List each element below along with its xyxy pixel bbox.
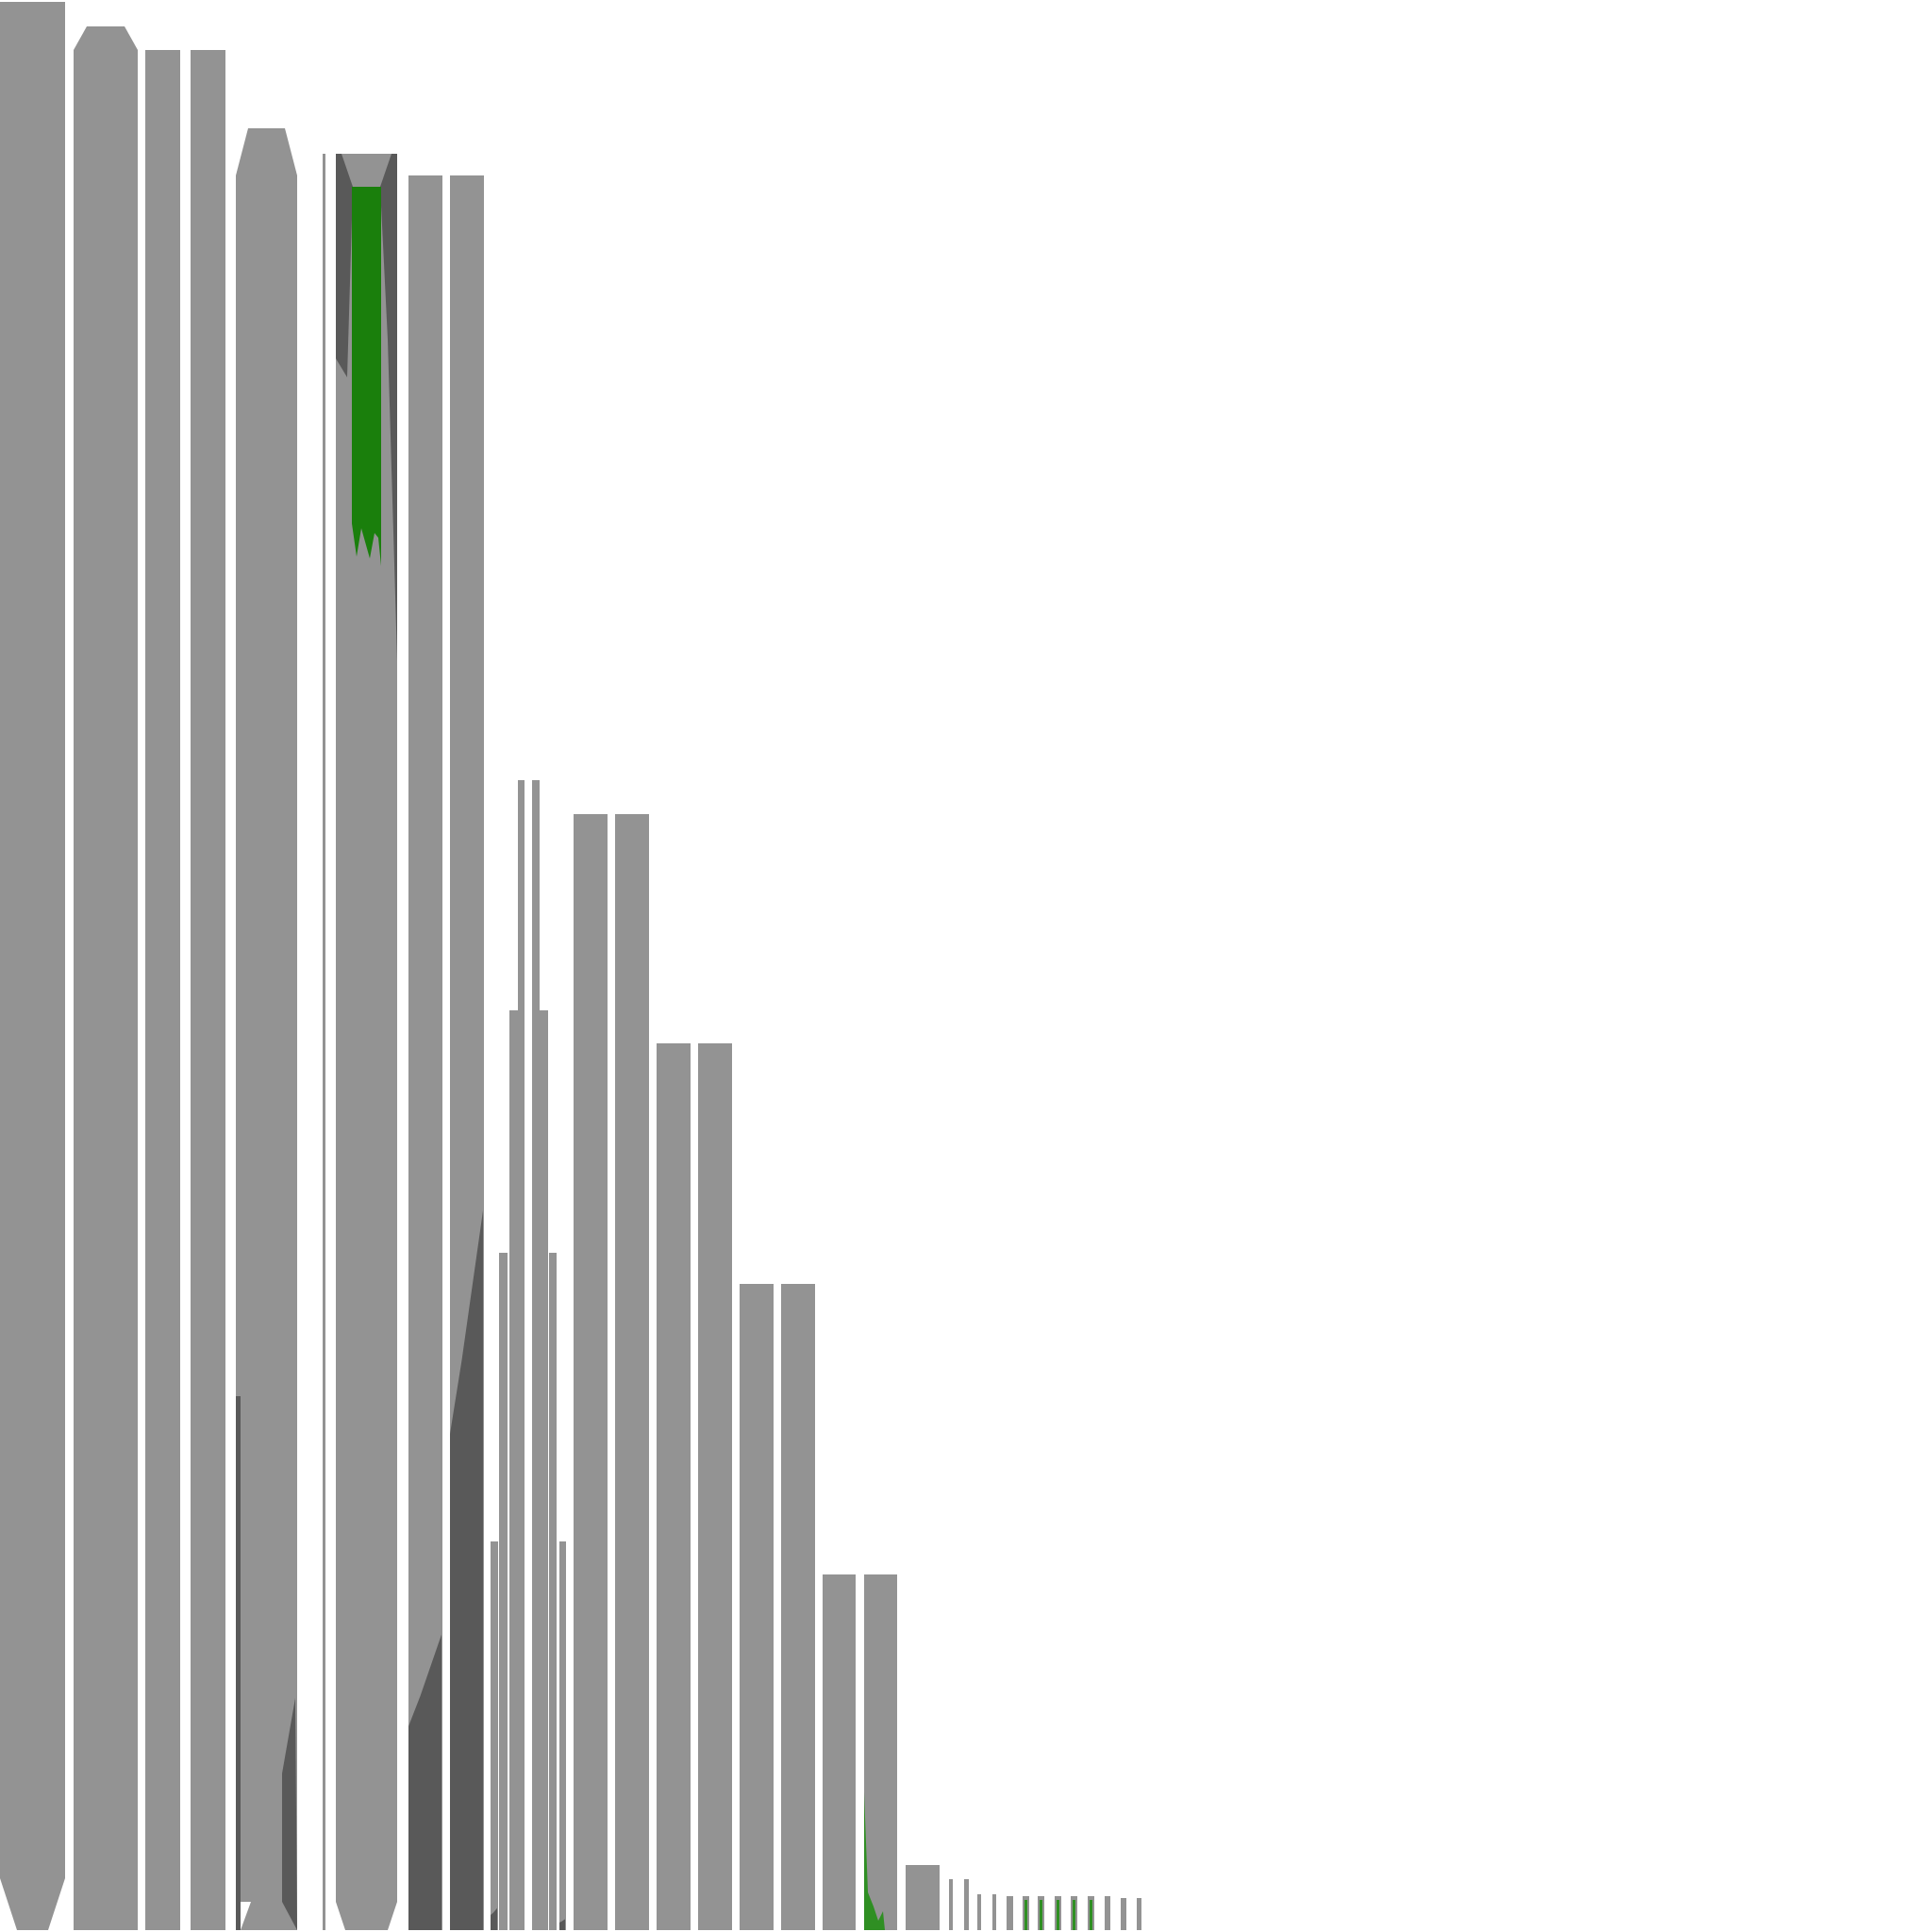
bar-shape <box>74 26 138 1930</box>
bar-green-accent <box>1057 1900 1059 1930</box>
bar-shape <box>977 1894 981 1930</box>
bar-35 <box>1071 1896 1077 1930</box>
bar-shape <box>698 1043 732 1930</box>
bar-shape <box>236 128 297 1930</box>
bar-shape <box>906 1865 940 1930</box>
bar-green-segment <box>864 1792 885 1930</box>
bar-33 <box>1038 1896 1044 1930</box>
bar-18 <box>574 814 608 1930</box>
bar-shape <box>518 780 525 1930</box>
bar-13 <box>518 780 525 1930</box>
bar-shape <box>574 814 608 1930</box>
bar-9 <box>450 175 484 1930</box>
bar-shape <box>615 814 649 1930</box>
bar-28 <box>964 1879 969 1930</box>
bar-15 <box>540 1010 548 1930</box>
bar-shape <box>532 780 540 1930</box>
bar-shape <box>864 1574 897 1930</box>
bar-16 <box>549 1253 557 1930</box>
bar-shape <box>491 1541 498 1930</box>
bar-4 <box>191 50 225 1930</box>
bar-shape <box>964 1879 969 1930</box>
bar-19 <box>615 814 649 1930</box>
bar-37 <box>1105 1896 1110 1930</box>
bar-7 <box>336 154 397 1930</box>
bar-3 <box>145 50 180 1930</box>
bar-14 <box>532 780 540 1930</box>
bar-shade-left <box>236 1396 241 1930</box>
bar-26 <box>906 1865 940 1930</box>
bar-shade <box>559 1919 565 1930</box>
bar-32 <box>1023 1896 1029 1930</box>
bar-green-segment <box>352 187 381 566</box>
bar-shape <box>499 1253 508 1930</box>
bar-24 <box>823 1574 856 1930</box>
bar-11 <box>499 1253 508 1930</box>
bar-shape <box>509 1010 518 1930</box>
bar-29 <box>977 1894 981 1930</box>
bar-shape <box>191 50 225 1930</box>
bar-shape <box>559 1541 566 1930</box>
bar-shape <box>0 2 65 1930</box>
bar-shape <box>949 1879 953 1930</box>
bar-shape <box>540 1010 548 1930</box>
bar-shape <box>1105 1896 1110 1930</box>
bar-2 <box>74 26 138 1930</box>
bar-5 <box>236 128 297 1930</box>
bar-shape <box>145 50 180 1930</box>
bar-30 <box>992 1894 996 1930</box>
bar-green-accent <box>1073 1900 1075 1930</box>
bar-20 <box>657 1043 691 1930</box>
bar-shape <box>823 1574 856 1930</box>
bar-edge-right <box>380 154 397 660</box>
bar-shape <box>740 1284 774 1930</box>
bar-27 <box>949 1879 953 1930</box>
bar-34 <box>1055 1896 1061 1930</box>
bar-21 <box>698 1043 732 1930</box>
bar-shape <box>992 1894 996 1930</box>
bar-38 <box>1121 1898 1126 1930</box>
bar-shape <box>657 1043 691 1930</box>
bar-shape <box>336 154 397 1930</box>
bar-shape <box>1121 1898 1126 1930</box>
bar-shape <box>1007 1896 1013 1930</box>
bar-22 <box>740 1284 774 1930</box>
bar-green-accent <box>1040 1900 1042 1930</box>
bar-17 <box>559 1541 566 1930</box>
bar-shape <box>781 1284 815 1930</box>
bar-25 <box>864 1574 897 1930</box>
bar-green-accent <box>1090 1900 1092 1930</box>
bar-36 <box>1088 1896 1094 1930</box>
bar-shape <box>1137 1898 1141 1930</box>
bar-shade <box>408 1634 441 1930</box>
bar-10 <box>491 1541 498 1930</box>
bar-notch <box>241 1902 251 1930</box>
bar-shape <box>408 175 442 1930</box>
bar-23 <box>781 1284 815 1930</box>
bar-shade-right <box>282 1698 297 1930</box>
bar-8 <box>408 175 442 1930</box>
bar-shade <box>491 1907 497 1930</box>
bar-31 <box>1007 1896 1013 1930</box>
bar-shape <box>549 1253 557 1930</box>
bar-shade <box>450 1210 483 1930</box>
bar-edge-left <box>336 154 353 377</box>
bar-6 <box>323 154 325 1930</box>
bar-39 <box>1137 1898 1141 1930</box>
bar-1 <box>0 2 65 1930</box>
bar-green-accent <box>1024 1900 1027 1930</box>
bar-12 <box>509 1010 518 1930</box>
bar-shape <box>323 154 325 1930</box>
